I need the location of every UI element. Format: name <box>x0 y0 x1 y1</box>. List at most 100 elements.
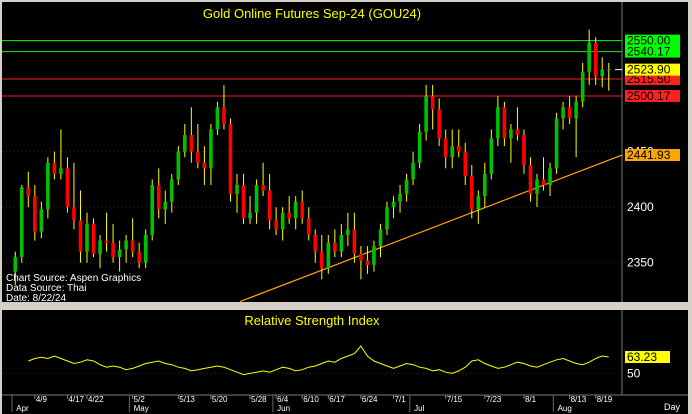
candle <box>593 37 598 86</box>
candle <box>424 85 428 141</box>
candle <box>209 123 213 185</box>
candle <box>52 151 57 180</box>
candle <box>189 107 194 163</box>
candle-body <box>78 220 83 252</box>
candle <box>528 157 533 202</box>
candle-body <box>600 69 605 77</box>
candle <box>176 146 181 185</box>
candle <box>267 173 272 230</box>
trendline-path <box>239 154 623 303</box>
candle-body <box>26 187 31 197</box>
x-tick-label: 5/28 <box>251 395 267 404</box>
candle-body <box>548 168 552 185</box>
candle <box>202 146 207 185</box>
candle-body <box>469 176 474 210</box>
x-tick-label: 6/4 <box>277 395 289 404</box>
x-tick-label: 4/17 <box>68 395 84 404</box>
trendline <box>239 154 623 303</box>
candle <box>554 112 559 174</box>
candle-body <box>606 69 611 71</box>
x-tick-label: 8/1 <box>525 395 537 404</box>
candle <box>19 184 24 263</box>
level-label: 2540.17 <box>627 45 671 59</box>
candle-body <box>228 123 233 194</box>
candle <box>385 201 389 235</box>
candle-body <box>385 207 389 230</box>
candle-body <box>65 168 70 208</box>
candle-body <box>372 246 376 265</box>
candle-body <box>476 196 481 210</box>
x-tick-label: 5/13 <box>179 395 195 404</box>
x-tick-label: 7/15 <box>447 395 463 404</box>
candle-body <box>411 162 415 180</box>
candle <box>72 162 76 230</box>
candle-body <box>183 135 187 152</box>
x-tick-label: 7/23 <box>486 395 502 404</box>
candle <box>489 129 494 180</box>
candle-body <box>313 234 318 252</box>
level-label: 2500.17 <box>627 89 671 103</box>
candle <box>411 151 415 185</box>
candle <box>502 101 507 147</box>
candle-body <box>189 135 194 152</box>
candle-body <box>98 240 102 254</box>
candle-body <box>137 251 141 263</box>
x-tick-label: 6/24 <box>362 395 378 404</box>
candle <box>535 173 539 208</box>
level-label-box <box>625 34 680 47</box>
candle <box>443 129 448 169</box>
candle <box>130 218 135 258</box>
candle-body <box>535 179 539 194</box>
candle-body <box>59 168 63 174</box>
price-tick-label: 2400 <box>627 200 654 214</box>
candle-body <box>52 162 57 174</box>
candle <box>111 223 115 263</box>
candle-body <box>261 184 265 191</box>
candle-body <box>509 129 513 139</box>
x-tick-label: 7/1 <box>395 395 407 404</box>
rsi-chart-title: Relative Strength Index <box>244 313 380 328</box>
candle-body <box>528 164 533 194</box>
candle <box>33 184 37 241</box>
candle <box>313 229 318 263</box>
candle-body <box>39 209 44 232</box>
candle-body <box>541 179 546 185</box>
candle-body <box>33 196 37 232</box>
candle <box>391 196 396 219</box>
candle-body <box>72 207 76 221</box>
candle-body <box>169 179 174 202</box>
candle-body <box>483 173 487 197</box>
candle <box>509 123 513 163</box>
rsi-last-label: 63.23 <box>627 350 657 364</box>
candle-body <box>130 240 135 252</box>
candle <box>339 223 344 258</box>
month-label: Jul <box>414 404 424 413</box>
candle <box>59 129 63 180</box>
candle-body <box>417 131 422 163</box>
candle <box>430 85 435 130</box>
candle <box>398 184 402 213</box>
candle-body <box>156 184 161 210</box>
candle <box>124 234 128 263</box>
candle-body <box>352 229 357 254</box>
candle <box>300 190 305 224</box>
candle <box>574 96 578 158</box>
candle <box>561 101 565 130</box>
candle-body <box>46 162 50 210</box>
candle <box>580 62 585 108</box>
rsi-last-box <box>625 350 670 363</box>
candle <box>365 246 370 274</box>
candle <box>600 57 605 88</box>
candle-body <box>443 138 448 158</box>
candle <box>228 118 233 202</box>
candle <box>46 157 50 219</box>
candle-body <box>124 240 128 250</box>
x-tick-label: 6/10 <box>303 395 319 404</box>
x-tick-label: 8/13 <box>571 395 587 404</box>
candle-body <box>91 223 96 254</box>
last-price-box <box>625 63 680 76</box>
candle <box>274 207 278 235</box>
candle <box>359 246 363 280</box>
month-label: Apr <box>16 404 29 413</box>
candle <box>293 196 298 230</box>
